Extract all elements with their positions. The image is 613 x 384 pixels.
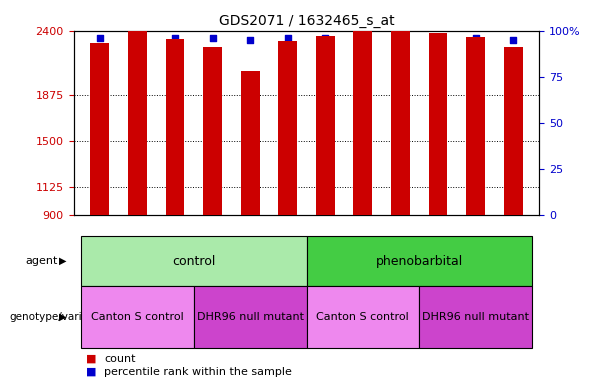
- Text: Canton S control: Canton S control: [91, 312, 184, 322]
- Text: ▶: ▶: [59, 256, 67, 266]
- Point: [358, 33, 368, 39]
- Bar: [391, 26, 410, 215]
- Bar: [354, 12, 372, 215]
- Text: control: control: [172, 255, 216, 268]
- Text: count: count: [104, 354, 135, 364]
- Point: [208, 35, 218, 41]
- Bar: [428, 33, 447, 215]
- Point: [95, 35, 105, 41]
- Point: [170, 35, 180, 41]
- Point: [508, 37, 518, 43]
- Text: ■: ■: [86, 354, 96, 364]
- Point: [132, 31, 142, 38]
- Point: [471, 35, 481, 41]
- Text: ▶: ▶: [59, 312, 67, 322]
- Bar: [278, 41, 297, 215]
- Bar: [166, 39, 185, 215]
- Bar: [203, 47, 222, 215]
- Text: agent: agent: [26, 256, 58, 266]
- Bar: [316, 36, 335, 215]
- Bar: [128, 0, 147, 215]
- Text: DHR96 null mutant: DHR96 null mutant: [422, 312, 529, 322]
- Point: [321, 35, 330, 41]
- Title: GDS2071 / 1632465_s_at: GDS2071 / 1632465_s_at: [219, 14, 394, 28]
- Text: ■: ■: [86, 366, 96, 377]
- Text: DHR96 null mutant: DHR96 null mutant: [197, 312, 303, 322]
- Bar: [466, 37, 485, 215]
- Point: [433, 35, 443, 41]
- Point: [245, 37, 255, 43]
- Bar: [241, 71, 259, 215]
- Point: [283, 35, 292, 41]
- Point: [395, 35, 405, 41]
- Bar: [91, 43, 109, 215]
- Text: genotype/variation: genotype/variation: [9, 312, 109, 322]
- Text: percentile rank within the sample: percentile rank within the sample: [104, 366, 292, 377]
- Text: Canton S control: Canton S control: [316, 312, 409, 322]
- Bar: [504, 47, 522, 215]
- Text: phenobarbital: phenobarbital: [376, 255, 463, 268]
